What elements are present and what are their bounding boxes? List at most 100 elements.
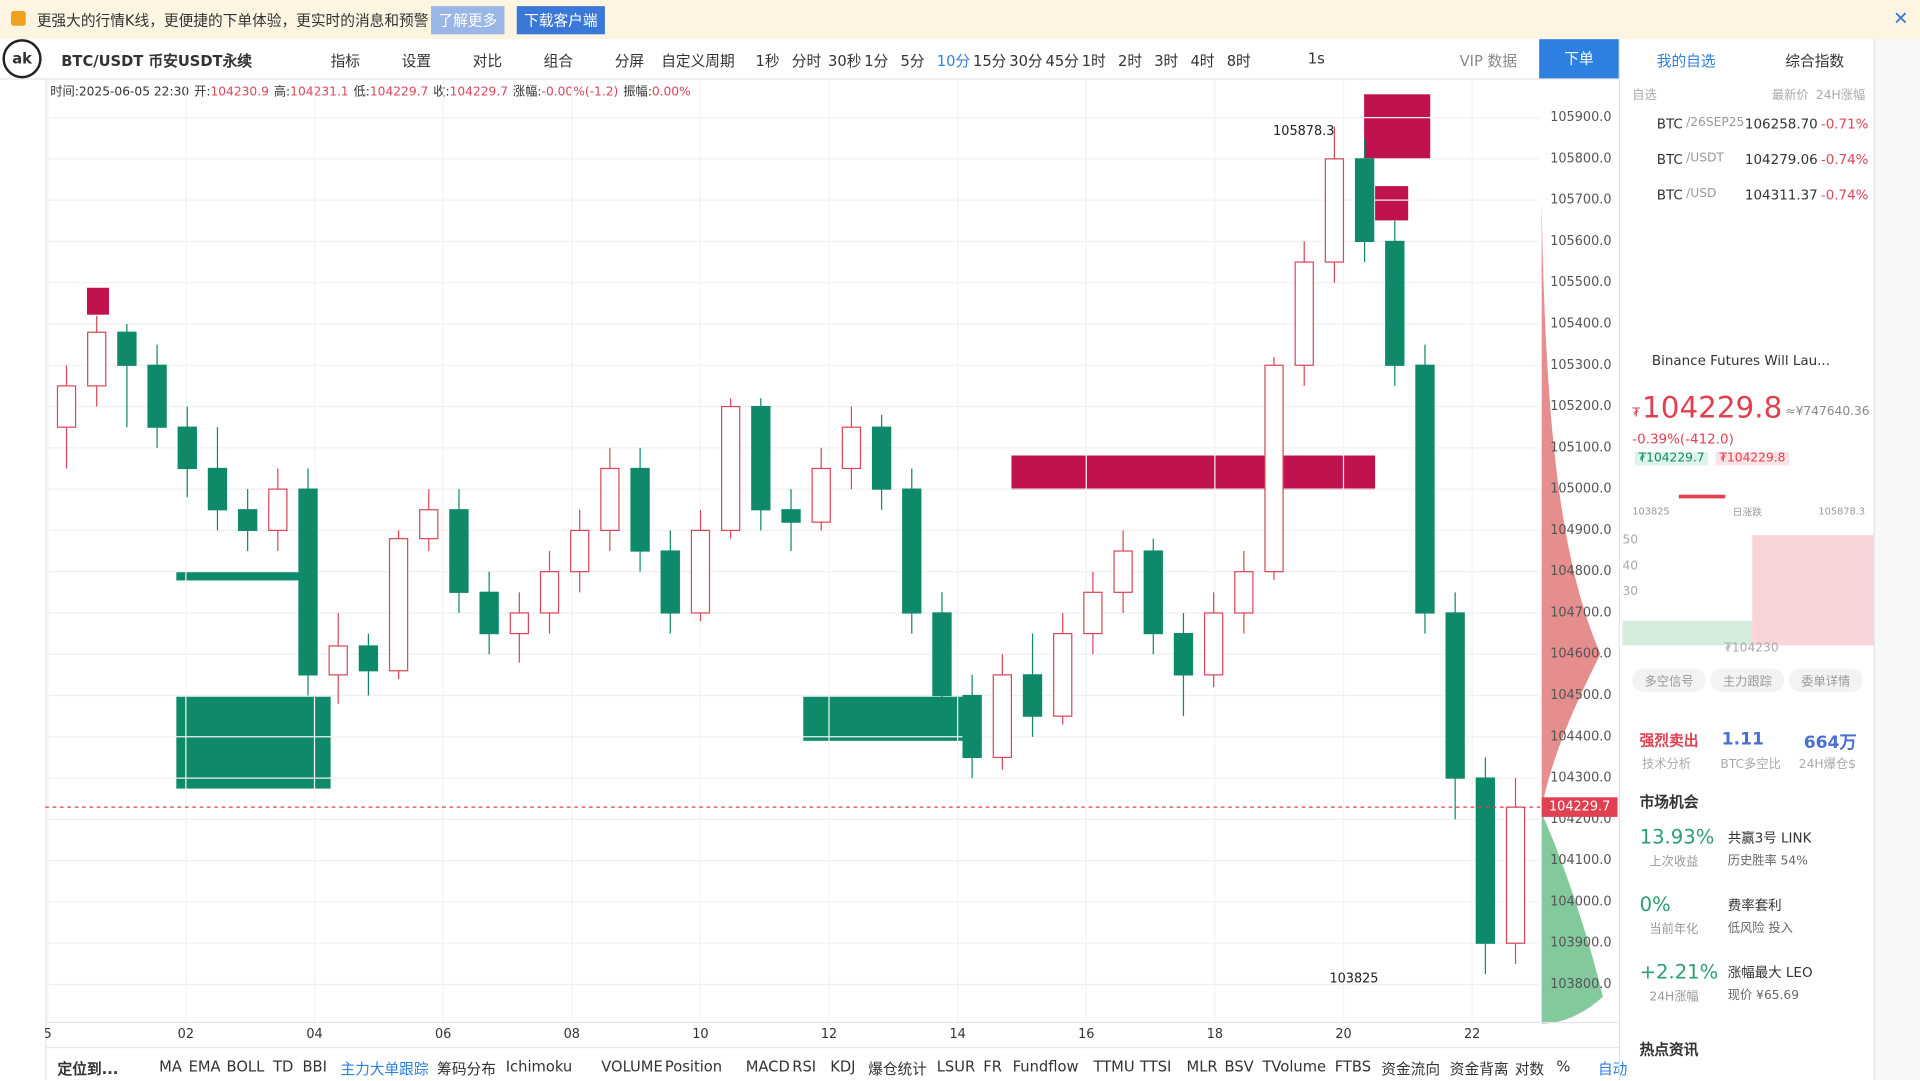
period[interactable]: 30分: [1009, 52, 1043, 70]
indicator[interactable]: 主力大单跟踪: [340, 1060, 429, 1078]
y-tick-label: 105400.0: [1550, 316, 1611, 331]
section-title: 热点资讯: [1639, 1040, 1699, 1058]
sub-indicator[interactable]: 爆仓统计: [868, 1060, 927, 1078]
period[interactable]: 1分: [864, 52, 889, 70]
sub-indicator[interactable]: BSV: [1224, 1057, 1254, 1076]
x-tick-label: 12: [821, 1027, 837, 1042]
price-chart: 105900.0 105800.0 105700.0 105600.0 105500.0…: [45, 78, 1619, 1042]
candle-body: [630, 467, 650, 552]
change: -0.39%(-412.0): [1632, 431, 1734, 447]
sub-indicator[interactable]: TTSI: [1140, 1057, 1172, 1076]
candle-body: [720, 405, 741, 532]
sub-indicator[interactable]: 资金背离: [1449, 1060, 1509, 1078]
sub-indicator[interactable]: FR: [983, 1057, 1002, 1076]
sub-indicator[interactable]: FTBS: [1334, 1057, 1372, 1076]
tool[interactable]: 指标: [330, 52, 361, 70]
indicator[interactable]: TD: [273, 1057, 294, 1076]
sub-indicator[interactable]: 资金流向: [1381, 1060, 1441, 1078]
change: -0.74%: [1820, 187, 1869, 204]
sub-indicator[interactable]: Position: [664, 1057, 723, 1076]
locate[interactable]: 定位到...: [57, 1060, 119, 1078]
y-tick-label: 104100.0: [1550, 853, 1611, 868]
download[interactable]: 下载客户端: [516, 6, 605, 35]
period[interactable]: 3时: [1154, 52, 1179, 70]
sub-indicator[interactable]: MACD: [745, 1057, 790, 1076]
indicator[interactable]: Ichimoku: [505, 1057, 573, 1076]
custom-period[interactable]: 自定义周期: [661, 52, 735, 70]
ohlc-value: 0.00%: [651, 85, 691, 100]
tab[interactable]: 综合指数: [1785, 52, 1845, 70]
order[interactable]: 下单: [1539, 39, 1619, 79]
period[interactable]: 1时: [1081, 52, 1106, 70]
sub-indicator[interactable]: TTMU: [1093, 1057, 1135, 1076]
panel-button[interactable]: 主力跟踪: [1710, 668, 1785, 692]
symbol[interactable]: BTC/USDT 币安USDT永续: [61, 52, 252, 70]
period[interactable]: 4时: [1190, 52, 1215, 70]
list-header: 最新价: [1771, 89, 1809, 103]
candle-body: [751, 405, 771, 511]
warn-icon: [11, 11, 26, 26]
axis-option[interactable]: 自动: [1597, 1060, 1628, 1078]
indicator[interactable]: MA: [159, 1057, 182, 1076]
symbol[interactable]: BTC: [1656, 116, 1683, 133]
sub-indicator[interactable]: Fundflow: [1012, 1057, 1079, 1076]
price-tag: ₮104229.7: [1634, 451, 1709, 466]
sub-indicator[interactable]: MLR: [1186, 1057, 1218, 1076]
axis-option[interactable]: %: [1556, 1057, 1571, 1076]
period[interactable]: 8时: [1226, 52, 1251, 70]
period[interactable]: 1秒: [755, 52, 780, 70]
candle-body: [388, 538, 409, 672]
candle-body: [1053, 632, 1073, 717]
close[interactable]: ✕: [1893, 7, 1909, 30]
period[interactable]: 1s: [1307, 50, 1325, 68]
banner-text: 更强大的行情K线，更便捷的下单体验，更实时的消息和预警: [36, 12, 429, 30]
tab[interactable]: 我的自选: [1656, 52, 1716, 70]
period[interactable]: 45分: [1045, 52, 1079, 70]
opp-title[interactable]: 涨幅最大 LEO: [1727, 964, 1813, 981]
sub-indicator[interactable]: KDJ: [830, 1057, 856, 1076]
sub-indicator[interactable]: TVolume: [1262, 1057, 1327, 1076]
low-label: 103825: [1329, 972, 1378, 987]
x-tick-label: 06: [435, 1027, 451, 1042]
axis-option[interactable]: 对数: [1514, 1060, 1545, 1078]
sub-indicator[interactable]: VOLUME: [601, 1057, 663, 1076]
panel-button[interactable]: 多空信号: [1632, 668, 1706, 692]
candle-body: [1113, 550, 1133, 593]
indicator[interactable]: BBI: [302, 1057, 327, 1076]
depth-bid: [1622, 620, 1753, 646]
sub-indicator[interactable]: RSI: [792, 1057, 817, 1076]
opp-title[interactable]: 共赢3号 LINK: [1727, 830, 1812, 847]
list-header: 24H涨幅: [1815, 89, 1866, 103]
tool[interactable]: 设置: [401, 52, 432, 70]
section-title: 市场机会: [1639, 793, 1699, 811]
period[interactable]: 分时: [791, 52, 822, 70]
news[interactable]: Binance Futures Will Lau...: [1651, 352, 1831, 369]
period[interactable]: 5分: [900, 52, 925, 70]
tool[interactable]: 分屏: [614, 52, 645, 70]
ohlc-value: 104230.9: [210, 85, 269, 100]
indicator[interactable]: 筹码分布: [437, 1060, 496, 1078]
period[interactable]: 30秒: [827, 52, 862, 70]
learn-more[interactable]: 了解更多: [431, 6, 505, 35]
change: -0.71%: [1820, 116, 1869, 133]
candle-body: [781, 509, 801, 523]
panel-button[interactable]: 委单详情: [1788, 668, 1863, 692]
period[interactable]: 15分: [972, 52, 1007, 70]
tool[interactable]: 组合: [543, 52, 574, 70]
opp-title[interactable]: 费率套利: [1727, 897, 1782, 914]
ohlc-label: 时间:: [50, 85, 79, 100]
symbol[interactable]: BTC: [1656, 151, 1683, 168]
indicator[interactable]: EMA: [188, 1057, 221, 1076]
period[interactable]: 10分: [936, 52, 971, 70]
indicator[interactable]: BOLL: [226, 1057, 265, 1076]
period[interactable]: 2时: [1117, 52, 1143, 70]
vip[interactable]: VIP 数据: [1459, 52, 1517, 70]
symbol[interactable]: BTC: [1656, 187, 1683, 204]
tool[interactable]: 对比: [472, 52, 503, 70]
order-block: [1364, 94, 1431, 160]
sub-indicator[interactable]: LSUR: [936, 1057, 976, 1076]
candle-body: [177, 426, 197, 470]
toolbar: ak BTC/USDT 币安USDT永续 下单 指标 设置 对比 组合 分屏 自定义周期 1…: [0, 39, 1619, 80]
candle-body: [992, 674, 1013, 759]
